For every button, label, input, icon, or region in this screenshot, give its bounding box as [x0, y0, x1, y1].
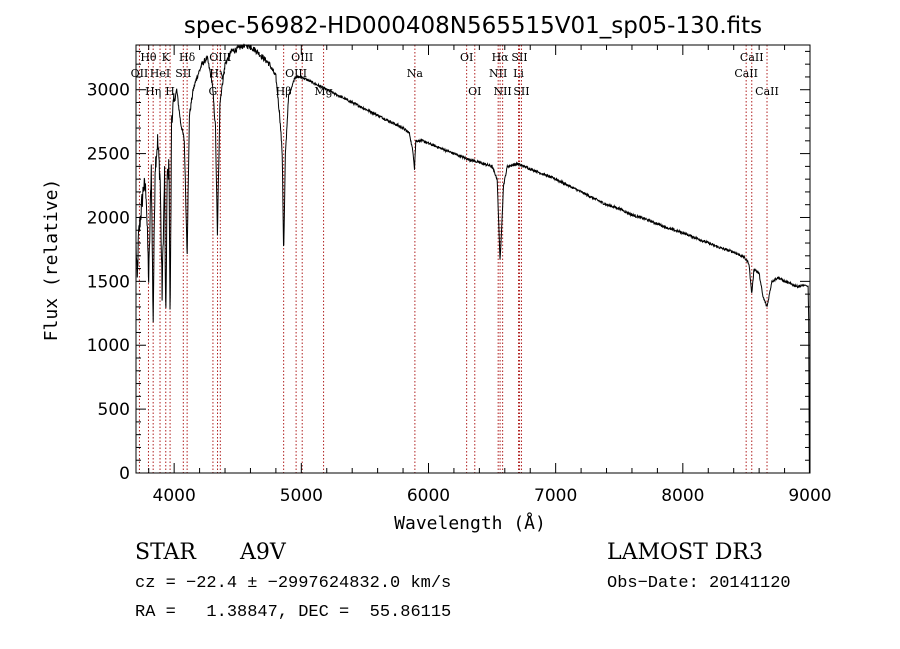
- x-tick-label: 4000: [153, 486, 196, 506]
- y-axis-label: Flux (relative): [41, 179, 62, 342]
- line-label-13: Hβ: [276, 85, 292, 98]
- y-tick-label: 2000: [87, 208, 130, 228]
- line-label-24: CaII: [740, 51, 764, 64]
- x-axis-label: Wavelength (Å): [394, 512, 546, 534]
- line-label-21: SII: [511, 51, 527, 64]
- line-label-17: OI: [468, 85, 481, 98]
- line-label-6: SII: [175, 67, 191, 80]
- observation-date: Obs−Date: 20141120: [607, 574, 791, 593]
- line-label-20: NII: [493, 85, 511, 98]
- x-tick-label: 8000: [661, 486, 704, 506]
- line-label-16: OI: [460, 51, 473, 64]
- line-label-9: Hγ: [209, 67, 226, 80]
- survey-name: LAMOST DR3: [607, 540, 763, 565]
- object-subclass: A9V: [240, 540, 286, 565]
- spectrum-line: [135, 43, 811, 473]
- line-label-7: Hδ: [179, 51, 196, 64]
- chart-title: spec-56982-HD000408N565515V01_sp05-130.f…: [184, 13, 762, 39]
- y-axis-ticks: 0 500 1000 1500 2000 2500 3000: [87, 50, 810, 484]
- line-label-26: CaII: [755, 85, 779, 98]
- line-label-2: HeI: [150, 67, 170, 80]
- x-tick-label: 5000: [280, 486, 323, 506]
- line-label-11: OIII: [291, 51, 313, 64]
- sky-position: RA = 1.38847, DEC = 55.86115: [135, 603, 452, 622]
- line-label-23: SII: [513, 85, 529, 98]
- y-tick-label: 500: [98, 400, 130, 420]
- spectral-line-markers: [138, 45, 768, 473]
- x-axis-ticks: 4000 5000 6000 7000 8000 9000: [148, 45, 832, 506]
- line-label-4: K: [162, 51, 171, 64]
- redshift-value: cz = −22.4 ± −2997624832.0 km/s: [135, 574, 452, 593]
- object-type: STAR: [135, 540, 196, 565]
- y-tick-label: 0: [119, 464, 130, 484]
- x-tick-label: 6000: [407, 486, 450, 506]
- x-tick-label: 9000: [788, 486, 831, 506]
- line-label-25: CaII: [734, 67, 758, 80]
- plot-frame: [135, 44, 811, 474]
- line-label-1: OII: [131, 67, 149, 80]
- line-label-0: Hθ: [140, 51, 157, 64]
- y-tick-label: 2500: [87, 145, 130, 165]
- line-label-15: Na: [407, 67, 424, 80]
- y-tick-label: 1000: [87, 336, 130, 356]
- y-tick-label: 3000: [87, 81, 130, 101]
- line-label-3: Hη: [145, 85, 161, 98]
- line-label-22: Li: [513, 67, 524, 80]
- y-tick-label: 1500: [87, 272, 130, 292]
- line-label-18: Hα: [492, 51, 510, 64]
- line-label-19: NII: [489, 67, 507, 80]
- x-tick-label: 7000: [534, 486, 577, 506]
- line-label-14: Mg: [314, 85, 332, 98]
- line-label-5: H: [165, 85, 175, 98]
